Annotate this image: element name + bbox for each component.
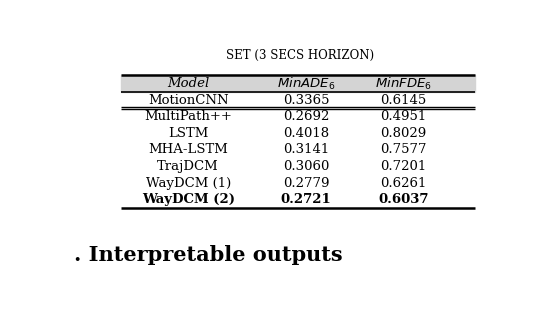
Text: 0.4018: 0.4018 xyxy=(283,127,329,140)
Text: 0.2779: 0.2779 xyxy=(283,177,330,190)
Text: 0.3365: 0.3365 xyxy=(283,94,330,106)
Text: LSTM: LSTM xyxy=(168,127,208,140)
Text: Model: Model xyxy=(167,77,209,90)
Text: MultiPath++: MultiPath++ xyxy=(144,110,232,123)
Text: 0.3141: 0.3141 xyxy=(283,143,329,156)
Text: WayDCM (2): WayDCM (2) xyxy=(141,193,234,206)
Text: MHA-LSTM: MHA-LSTM xyxy=(148,143,228,156)
Text: 0.4951: 0.4951 xyxy=(380,110,426,123)
Text: 0.8029: 0.8029 xyxy=(380,127,426,140)
Text: . Interpretable outputs: . Interpretable outputs xyxy=(75,245,343,265)
Text: 0.6145: 0.6145 xyxy=(380,94,426,106)
Text: 0.3060: 0.3060 xyxy=(283,160,329,173)
Text: 0.7201: 0.7201 xyxy=(380,160,426,173)
Text: 0.2721: 0.2721 xyxy=(281,193,332,206)
Text: WayDCM (1): WayDCM (1) xyxy=(146,177,231,190)
Text: $MinADE_6$: $MinADE_6$ xyxy=(277,75,336,91)
Text: 0.2692: 0.2692 xyxy=(283,110,329,123)
Text: TrajDCM: TrajDCM xyxy=(157,160,219,173)
Text: 0.7577: 0.7577 xyxy=(380,143,426,156)
Text: MotionCNN: MotionCNN xyxy=(148,94,228,106)
Text: 0.6261: 0.6261 xyxy=(380,177,426,190)
Text: SET (3 SECS HORIZON): SET (3 SECS HORIZON) xyxy=(226,49,374,62)
Text: $MinFDE_6$: $MinFDE_6$ xyxy=(375,75,431,91)
Bar xyxy=(121,75,475,92)
Text: 0.6037: 0.6037 xyxy=(378,193,429,206)
